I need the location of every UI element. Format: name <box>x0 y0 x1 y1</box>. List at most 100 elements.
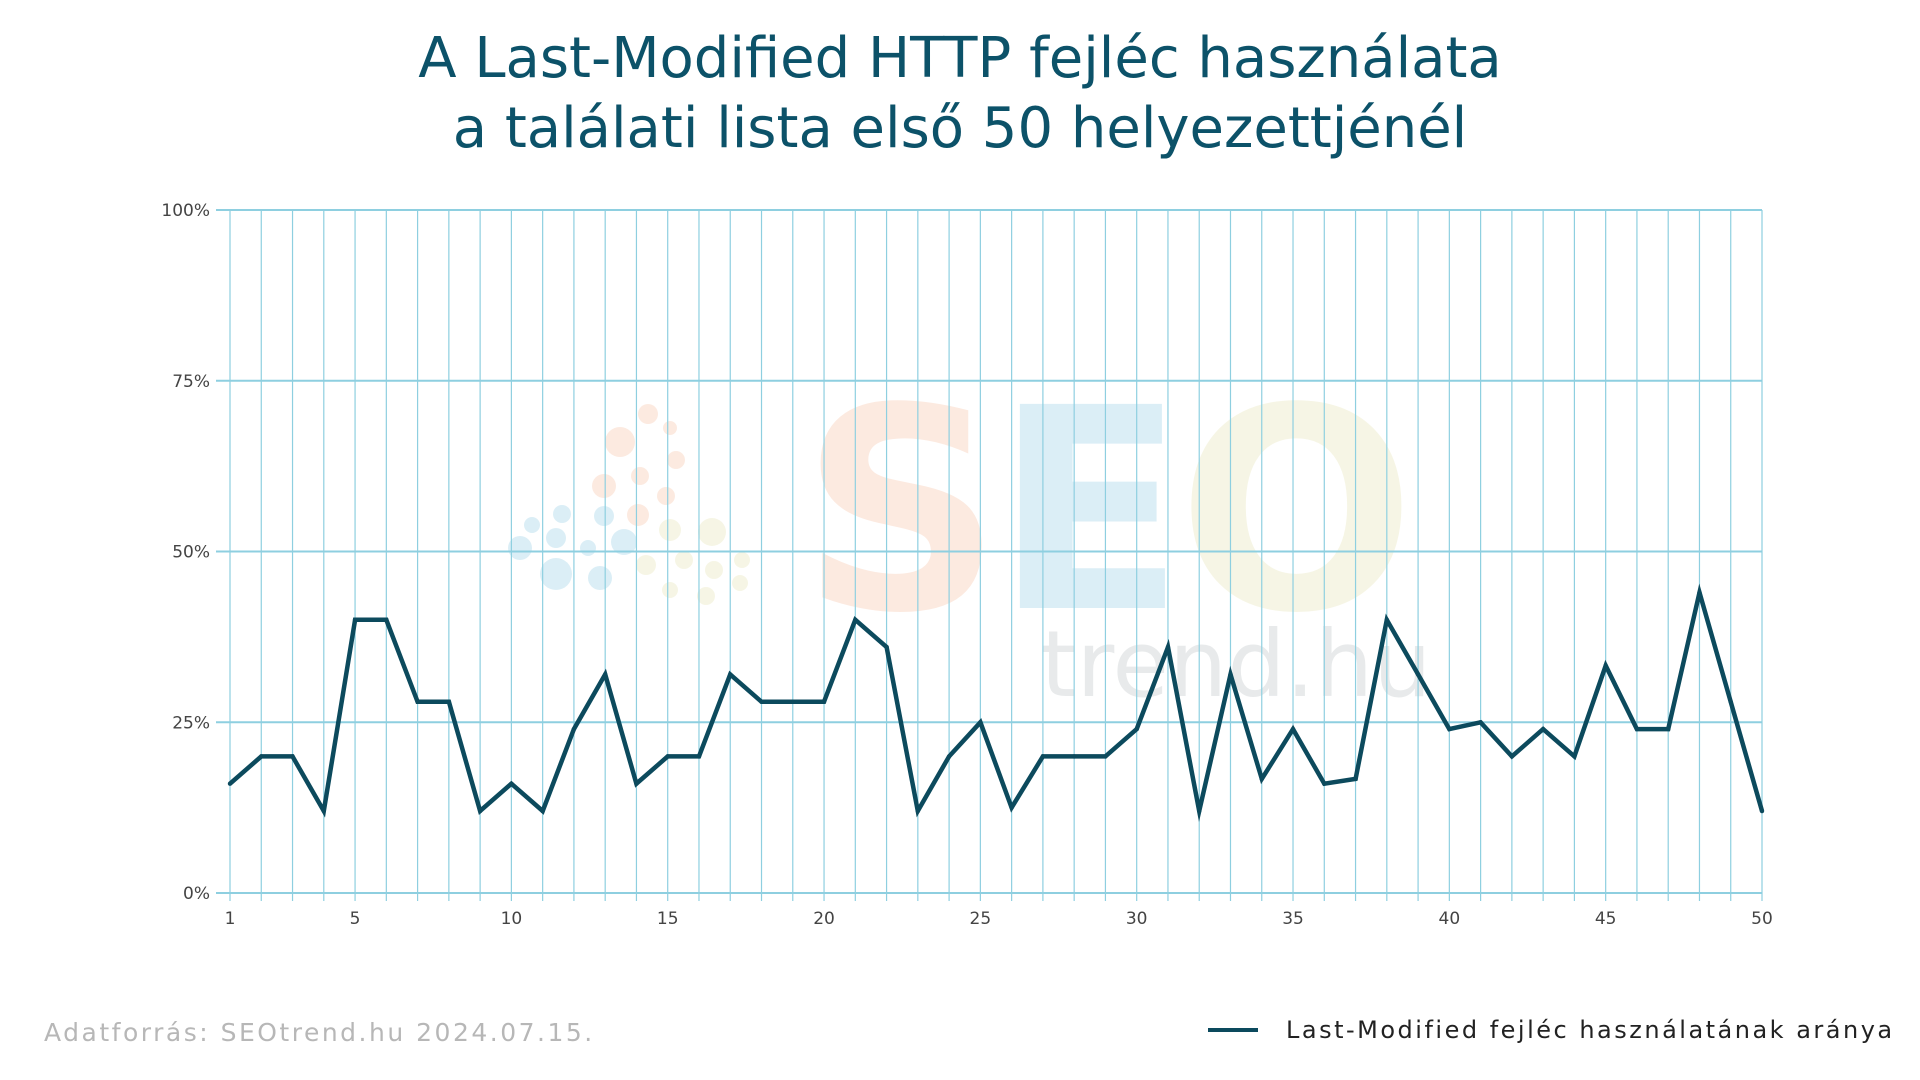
data-point <box>790 699 795 704</box>
y-tick-label: 100% <box>161 201 210 221</box>
x-tick-label: 15 <box>657 909 679 929</box>
data-point <box>1228 672 1233 677</box>
watermark-dot <box>698 518 726 546</box>
y-tick-label: 25% <box>172 713 210 733</box>
seotrend-watermark: SEO trend.hu <box>508 349 1432 718</box>
chart-title: A Last-Modified HTTP fejléc használata a… <box>0 24 1920 164</box>
data-point <box>696 754 702 759</box>
data-point <box>540 808 545 814</box>
data-point <box>728 672 733 677</box>
data-point <box>1447 726 1452 732</box>
data-point <box>509 781 514 786</box>
x-tick-label: 5 <box>350 909 361 929</box>
y-tick-label: 0% <box>183 884 210 904</box>
watermark-dot <box>705 561 723 579</box>
data-point <box>884 644 889 650</box>
watermark-dot <box>508 536 532 560</box>
x-tick-label: 25 <box>970 909 992 929</box>
data-point <box>1540 726 1546 732</box>
data-point <box>415 699 420 704</box>
data-point <box>384 617 389 622</box>
y-tick-label: 75% <box>172 372 210 392</box>
x-tick-label: 50 <box>1751 909 1773 929</box>
legend: Last-Modified fejléc használatának arány… <box>1208 1010 1895 1050</box>
data-point <box>477 808 483 814</box>
watermark-dot <box>638 404 658 424</box>
watermark-dot <box>659 519 681 541</box>
data-point <box>978 720 983 725</box>
data-point <box>446 699 452 704</box>
watermark-dot <box>546 528 566 548</box>
data-point <box>1572 754 1577 759</box>
series-layer <box>227 583 1765 822</box>
data-point <box>259 754 264 759</box>
watermark-dot <box>657 487 675 505</box>
data-point <box>665 754 670 759</box>
data-point <box>321 808 326 814</box>
watermark-dot <box>592 474 616 498</box>
data-point <box>821 699 827 704</box>
data-point <box>1759 808 1765 814</box>
watermark-dot <box>580 540 596 556</box>
legend-label: Last-Modified fejléc használatának arány… <box>1286 1016 1895 1044</box>
data-point <box>1071 754 1077 759</box>
data-source-note: Adatforrás: SEOtrend.hu 2024.07.15. <box>44 1018 595 1047</box>
watermark-dot <box>732 575 748 591</box>
chart-title-line-2: a találati lista első 50 helyezettjénél <box>452 96 1468 161</box>
series-line <box>228 583 1765 822</box>
watermark-dot <box>663 421 677 435</box>
data-point <box>759 699 764 704</box>
data-point <box>1290 726 1296 732</box>
data-point <box>946 754 952 759</box>
y-tick-label: 50% <box>172 543 210 563</box>
legend-line-swatch <box>1208 1028 1258 1032</box>
watermark-dot <box>611 529 637 555</box>
x-tick-label: 30 <box>1126 909 1148 929</box>
grid <box>216 209 1763 894</box>
x-tick-label: 1 <box>225 909 236 929</box>
watermark-dot <box>667 451 685 469</box>
x-tick-label: 40 <box>1439 909 1461 929</box>
x-tick-label: 35 <box>1282 909 1304 929</box>
watermark-dot <box>605 427 635 457</box>
data-point <box>1040 754 1046 759</box>
data-point <box>1134 726 1139 732</box>
data-point <box>1103 754 1108 759</box>
chart-title-line-1: A Last-Modified HTTP fejléc használata <box>418 26 1502 91</box>
watermark-dot <box>697 587 715 605</box>
watermark-brand: SEO <box>801 349 1408 675</box>
data-point <box>1478 720 1483 725</box>
data-point <box>634 781 639 786</box>
watermark-dot <box>594 506 614 526</box>
watermark-dot <box>662 582 678 598</box>
x-tick-label: 10 <box>501 909 523 929</box>
watermark-dot <box>675 551 693 569</box>
data-point <box>1697 590 1702 595</box>
watermark-dot <box>588 566 612 590</box>
data-point <box>1415 672 1421 677</box>
data-point <box>352 617 358 622</box>
data-point <box>1634 726 1640 732</box>
data-point <box>1666 726 1671 732</box>
data-point <box>1259 776 1264 782</box>
data-point <box>1384 617 1390 622</box>
data-point <box>602 672 608 677</box>
data-point <box>1009 805 1014 810</box>
data-point <box>1353 776 1358 782</box>
watermark-dot <box>524 517 540 533</box>
data-point <box>1509 754 1515 759</box>
data-point <box>1603 663 1608 668</box>
data-point <box>290 754 295 759</box>
x-tick-label: 20 <box>813 909 835 929</box>
watermark-dot <box>553 505 571 523</box>
data-point <box>853 617 858 622</box>
data-point <box>571 726 577 732</box>
data-point <box>915 808 921 814</box>
data-point <box>1728 699 1733 704</box>
data-point <box>1322 781 1327 786</box>
watermark-dot <box>540 558 572 590</box>
watermark-dot <box>734 552 750 568</box>
x-tick-label: 45 <box>1595 909 1617 929</box>
